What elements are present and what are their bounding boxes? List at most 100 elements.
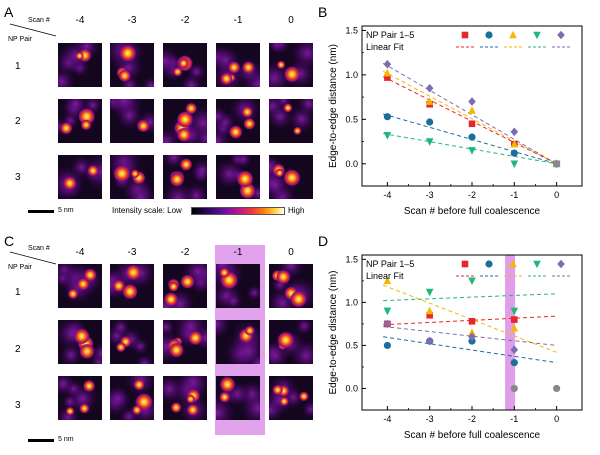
data-point	[510, 127, 519, 137]
row-label-c: 1	[15, 287, 21, 298]
y-tick-label: 1.5	[345, 254, 358, 264]
data-point	[510, 359, 518, 367]
legend-markers-label: NP Pair 1–5	[366, 30, 414, 40]
microscopy-image	[58, 43, 102, 87]
scale-bar-a	[28, 210, 54, 213]
intensity-high-label: High	[288, 206, 305, 215]
col-label-c: -4	[75, 247, 85, 258]
row-label-a: 1	[15, 61, 21, 72]
legend-marker	[533, 260, 541, 269]
data-point	[384, 74, 391, 81]
microscopy-image	[58, 320, 102, 364]
data-point	[383, 341, 391, 350]
col-label-a: -1	[233, 15, 243, 26]
data-point	[510, 149, 518, 157]
fit-line	[383, 336, 557, 364]
panel-label-c: C	[4, 233, 15, 249]
y-tick-label: 0.0	[345, 383, 358, 393]
legend-marker	[509, 30, 517, 39]
data-point	[426, 311, 433, 319]
legend-marker	[461, 31, 469, 39]
data-point	[426, 118, 434, 126]
data-point	[383, 307, 392, 316]
y-tick-label: 1.5	[345, 25, 358, 35]
scan-header-c: Scan #	[28, 245, 50, 252]
microscopy-image	[216, 99, 260, 143]
y-tick-label: 0.5	[345, 114, 358, 124]
legend-marker	[461, 260, 469, 268]
legend-marker	[557, 30, 565, 40]
col-label-a: -2	[180, 15, 190, 26]
legend-fit-label: Linear Fit	[366, 271, 404, 281]
panel-label-a: A	[4, 4, 14, 20]
microscopy-image	[269, 264, 313, 308]
x-axis-label: Scan # before full coalescence	[404, 430, 541, 441]
header-diagonal-c	[9, 251, 57, 265]
fit-line	[383, 133, 557, 165]
header-diagonal-a	[9, 23, 57, 37]
data-point	[425, 83, 434, 93]
data-point	[510, 139, 519, 148]
microscopy-image	[269, 376, 313, 420]
row-label-c: 2	[15, 344, 21, 355]
microscopy-image	[110, 99, 154, 143]
microscopy-image	[269, 155, 313, 199]
y-axis-label: Edge-to-edge distance (nm)	[328, 44, 339, 168]
microscopy-image	[269, 43, 313, 87]
scale-bar-label-c: 5 nm	[58, 436, 74, 443]
data-point	[383, 113, 391, 121]
data-point	[383, 59, 392, 69]
x-tick-label: -3	[426, 414, 434, 424]
x-tick-label: -2	[468, 190, 476, 200]
pair-header-a: NP Pair	[8, 36, 32, 43]
row-label-c: 3	[15, 400, 21, 411]
x-axis-label: Scan # before full coalescence	[404, 206, 541, 217]
y-tick-label: 0.0	[345, 159, 358, 169]
fit-line	[382, 76, 557, 165]
pair-header-c: NP Pair	[8, 264, 32, 271]
microscopy-image	[58, 376, 102, 420]
data-point	[510, 323, 519, 332]
data-point	[468, 337, 476, 345]
data-point	[468, 277, 476, 286]
microscopy-image	[163, 320, 207, 364]
x-tick-label: 0	[554, 414, 559, 424]
intensity-colorbar	[191, 207, 285, 215]
data-point	[425, 306, 434, 315]
data-point	[468, 120, 476, 128]
data-point	[468, 147, 476, 155]
chart-d: -4 -3 -2 -1 0 0.0 0.5 1.0 1.5 Scan # before full …	[328, 254, 583, 441]
fit-line	[382, 70, 557, 165]
data-point	[510, 384, 518, 393]
data-point	[425, 97, 434, 105]
y-tick-label: 1.0	[345, 70, 358, 80]
microscopy-image	[110, 320, 154, 364]
microscopy-image	[163, 99, 207, 143]
data-point	[383, 276, 392, 285]
legend-markers-label: NP Pair 1–5	[366, 259, 414, 269]
data-point	[425, 288, 434, 297]
data-point	[383, 319, 392, 329]
scale-bar-c	[28, 439, 54, 442]
scan-header-a: Scan #	[28, 17, 50, 24]
data-point	[468, 133, 476, 141]
microscopy-image	[58, 99, 102, 143]
data-point	[510, 160, 519, 169]
microscopy-image	[163, 264, 207, 308]
microscopy-image	[163, 155, 207, 199]
data-point	[510, 307, 519, 316]
fit-line	[383, 113, 557, 165]
x-tick-label: -4	[383, 190, 391, 200]
highlight-band	[505, 255, 516, 410]
data-point	[468, 106, 476, 114]
microscopy-image	[110, 264, 154, 308]
x-tick-label: -2	[468, 414, 476, 424]
col-label-c: -1	[233, 247, 243, 258]
col-label-a: -4	[75, 15, 85, 26]
data-point	[468, 97, 476, 106]
data-point	[425, 138, 434, 146]
microscopy-image	[110, 376, 154, 420]
x-tick-label: -1	[510, 190, 518, 200]
y-axis-label: Edge-to-edge distance (nm)	[328, 271, 339, 395]
data-point	[468, 328, 476, 336]
